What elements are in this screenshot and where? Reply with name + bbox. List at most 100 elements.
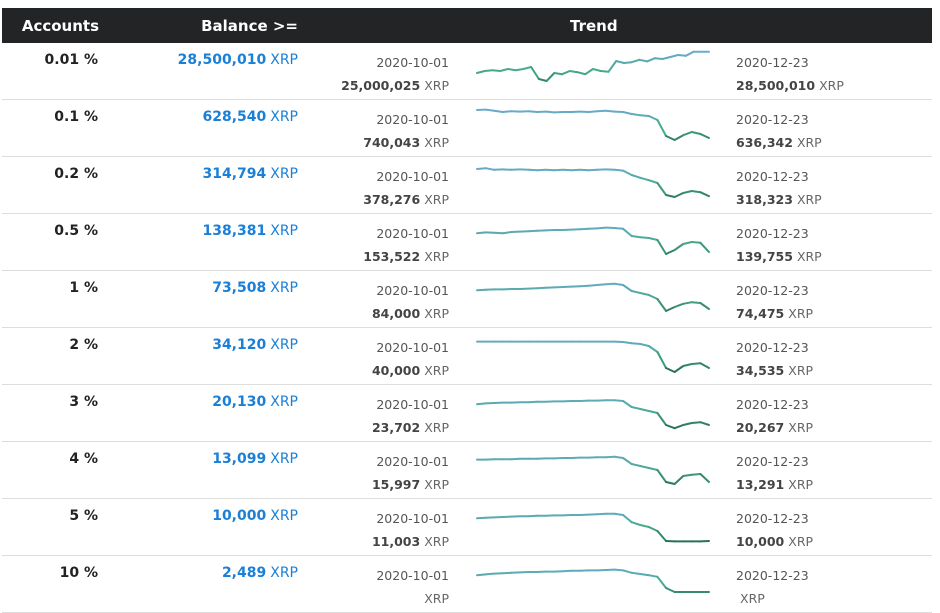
sparkline-segment — [494, 111, 503, 112]
sparkline-segment — [666, 195, 675, 197]
balance-amount[interactable]: 628,540 — [202, 109, 266, 125]
start-unit: XRP — [424, 420, 449, 435]
end-date: 2020-12-23 — [736, 283, 809, 298]
balance-amount[interactable]: 20,130 — [212, 394, 266, 410]
sparkline-segment — [683, 132, 692, 135]
start-date: 2020-10-01 — [376, 397, 449, 412]
sparkline-segment — [683, 302, 692, 304]
end-unit: XRP — [788, 363, 813, 378]
sparkline-segment — [623, 285, 632, 291]
sparkline-segment — [554, 73, 562, 74]
sparkline-segment — [477, 232, 486, 233]
balance-amount[interactable]: 73,508 — [212, 280, 266, 296]
sparkline-segment — [666, 425, 675, 428]
sparkline-segment — [623, 401, 632, 407]
sparkline-segment — [486, 574, 495, 575]
sparkline-segment — [700, 474, 709, 482]
accounts-percent: 0.2 % — [54, 166, 98, 182]
start-date: 2020-10-01 — [376, 112, 449, 127]
accounts-percent: 0.5 % — [54, 223, 98, 239]
sparkline-segment — [623, 570, 632, 572]
sparkline-segment — [683, 423, 692, 425]
sparkline-segment — [477, 71, 485, 73]
column-header-accounts[interactable]: Accounts — [22, 17, 99, 35]
sparkline-segment — [675, 193, 684, 197]
accounts-richlist-table: Accounts Balance >= Trend 0.01 % 28,500,… — [2, 8, 932, 613]
end-unit: XRP — [788, 534, 813, 549]
sparkline-segment — [632, 175, 641, 178]
balance-amount[interactable]: 13,099 — [212, 451, 266, 467]
accounts-percent: 2 % — [69, 337, 98, 353]
end-date: 2020-12-23 — [736, 112, 809, 127]
end-amount: 28,500,010 — [736, 78, 815, 93]
sparkline-segment — [632, 573, 641, 574]
balance-amount[interactable]: 34,120 — [212, 337, 266, 353]
sparkline-segment — [666, 250, 675, 254]
sparkline-segment — [485, 70, 493, 71]
sparkline-segment — [531, 67, 539, 79]
sparkline-segment — [657, 470, 666, 482]
sparkline-segment — [614, 170, 623, 171]
sparkline-segment — [657, 183, 666, 195]
balance-unit: XRP — [270, 508, 298, 524]
sparkline-segment — [614, 284, 623, 285]
balance-amount[interactable]: 28,500,010 — [178, 52, 267, 68]
sparkline-segment — [585, 69, 593, 74]
sparkline-segment — [675, 425, 684, 428]
start-unit: XRP — [424, 249, 449, 264]
trend-sparkline — [474, 556, 712, 612]
balance-amount[interactable]: 10,000 — [212, 508, 266, 524]
sparkline-segment — [666, 368, 675, 372]
balance-amount[interactable]: 314,794 — [202, 166, 266, 182]
balance-unit: XRP — [270, 166, 298, 182]
column-header-balance[interactable]: Balance >= — [201, 17, 298, 35]
start-amount: 740,043 — [363, 135, 420, 150]
end-unit: XRP — [797, 192, 822, 207]
start-amount: 378,276 — [363, 192, 420, 207]
sparkline-segment — [486, 110, 495, 111]
end-amount: 13,291 — [736, 477, 784, 492]
sparkline-segment — [614, 228, 623, 229]
sparkline-segment — [647, 58, 655, 61]
sparkline-segment — [477, 574, 486, 575]
start-date: 2020-10-01 — [376, 283, 449, 298]
sparkline-segment — [589, 285, 598, 286]
sparkline-segment — [692, 191, 701, 192]
end-date: 2020-12-23 — [736, 397, 809, 412]
accounts-percent: 5 % — [69, 508, 98, 524]
sparkline-segment — [508, 69, 516, 70]
start-value: XRP — [420, 591, 449, 606]
sparkline-segment — [666, 588, 675, 592]
sparkline-segment — [683, 242, 692, 244]
sparkline-segment — [666, 136, 675, 140]
trend-sparkline — [474, 271, 712, 327]
balance-unit: XRP — [270, 223, 298, 239]
sparkline-segment — [562, 71, 570, 74]
balance-amount[interactable]: 138,381 — [202, 223, 266, 239]
sparkline-segment — [692, 474, 701, 475]
balance-amount[interactable]: 2,489 — [222, 565, 266, 581]
start-date: 2020-10-01 — [376, 511, 449, 526]
end-unit: XRP — [788, 477, 813, 492]
sparkline-segment — [657, 352, 666, 368]
